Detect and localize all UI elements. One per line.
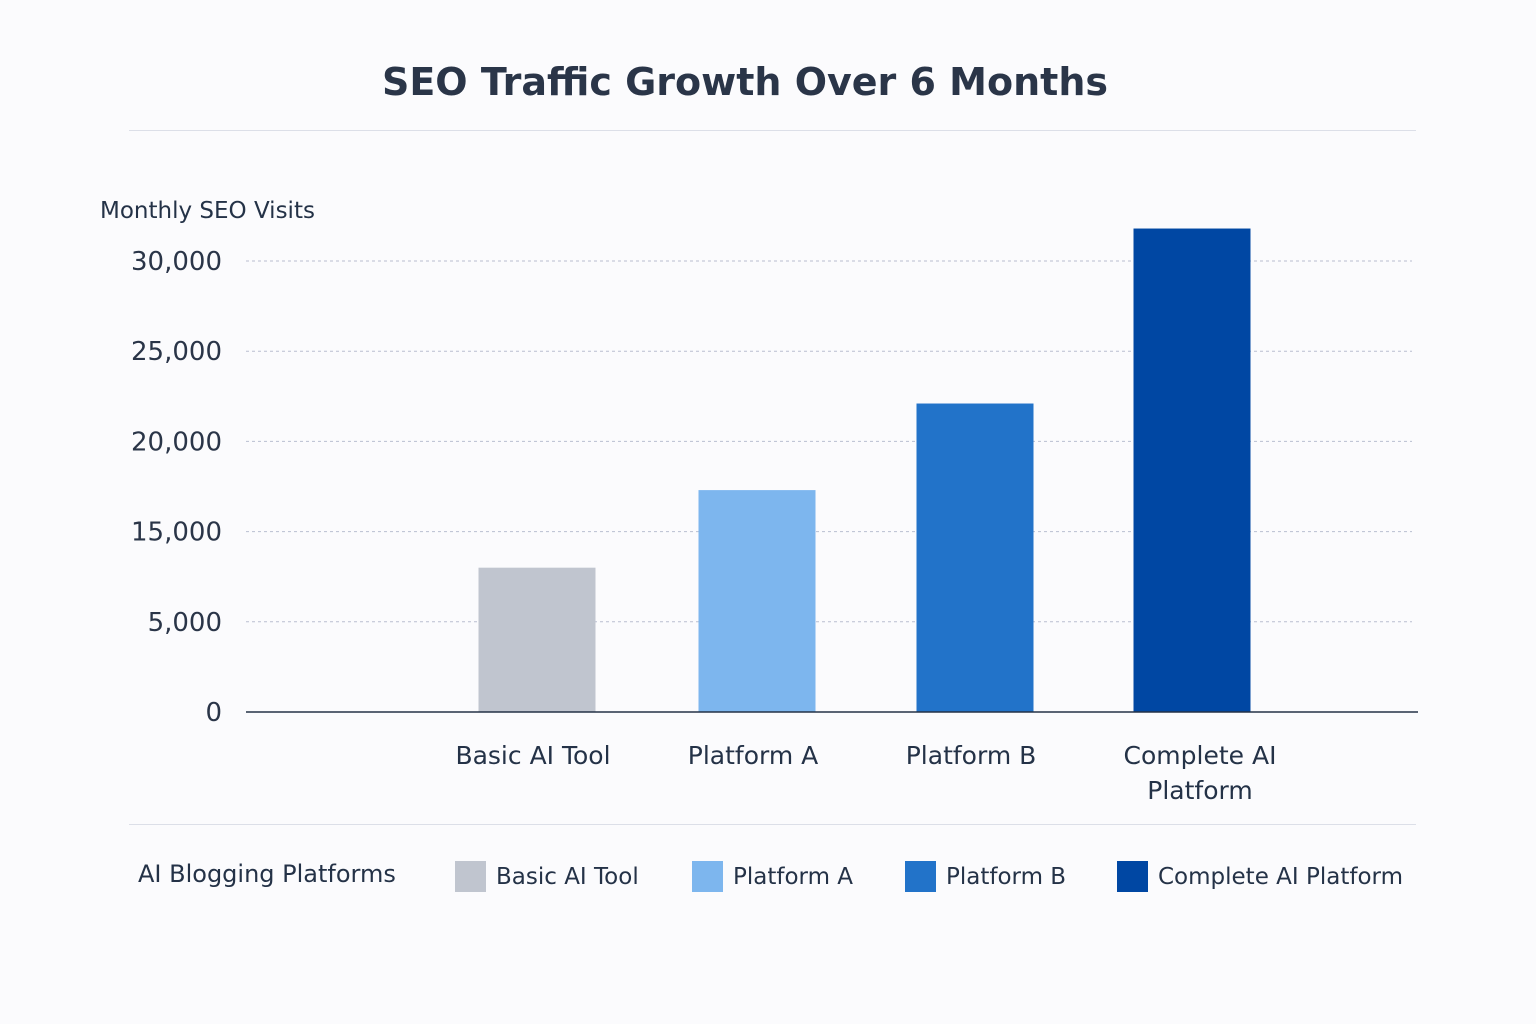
chart-title: SEO Traffic Growth Over 6 Months: [381, 60, 1108, 104]
legend-label: Platform B: [946, 863, 1067, 890]
legend-label: Complete AI Platform: [1158, 863, 1403, 890]
y-tick-label: 0: [205, 698, 222, 728]
divider-bottom: [129, 824, 1416, 825]
bar: [698, 490, 816, 712]
divider-top: [129, 130, 1416, 131]
x-tick-label: Basic AI Tool: [455, 741, 611, 770]
bar: [916, 403, 1034, 712]
y-tick-label: 5,000: [148, 608, 222, 638]
x-tick-label: Platform B: [905, 741, 1037, 770]
legend-swatch: [1117, 861, 1148, 892]
legend-item: Platform B: [905, 861, 1066, 892]
x-tick-label: Complete AI Platform: [1123, 741, 1277, 805]
bar: [1133, 228, 1251, 712]
legend-title: AI Blogging Platforms: [138, 860, 396, 888]
bar: [478, 567, 596, 712]
legend-swatch: [455, 861, 486, 892]
legend-item: Basic AI Tool: [455, 861, 639, 892]
y-tick-label: 15,000: [131, 518, 222, 548]
legend-item: Complete AI Platform: [1117, 861, 1403, 892]
legend-item: Platform A: [692, 861, 853, 892]
legend-label: Platform A: [733, 863, 854, 890]
legend-swatch: [692, 861, 723, 892]
x-tick-label: Platform A: [687, 741, 819, 770]
y-tick-label: 30,000: [131, 247, 222, 277]
y-axis-label: Monthly SEO Visits: [100, 198, 315, 224]
legend-swatch: [905, 861, 936, 892]
y-tick-label: 20,000: [131, 427, 222, 457]
y-tick-label: 25,000: [131, 337, 222, 367]
legend-label: Basic AI Tool: [496, 863, 639, 890]
